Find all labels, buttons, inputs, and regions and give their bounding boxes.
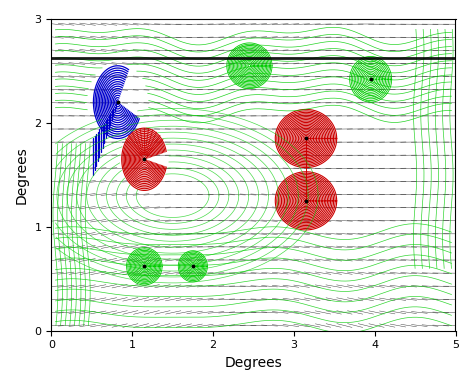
Y-axis label: Degrees: Degrees	[15, 146, 29, 204]
X-axis label: Degrees: Degrees	[225, 356, 283, 370]
